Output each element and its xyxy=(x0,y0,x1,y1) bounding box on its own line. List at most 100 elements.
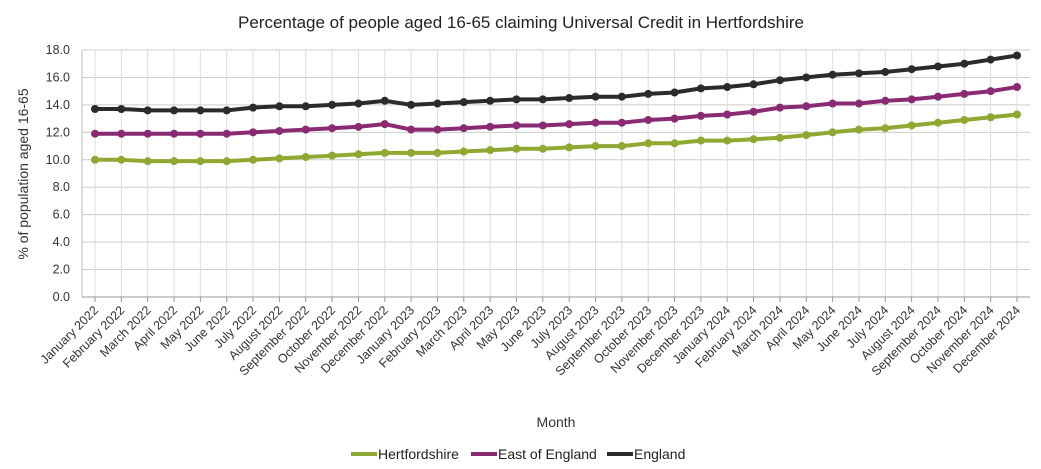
data-point xyxy=(986,55,995,64)
data-point xyxy=(275,154,284,163)
data-point xyxy=(933,62,942,71)
data-point xyxy=(275,126,284,135)
data-point xyxy=(565,120,574,129)
data-point xyxy=(143,106,152,115)
legend-item: East of England xyxy=(471,446,597,462)
data-point xyxy=(828,70,837,79)
data-point xyxy=(538,95,547,104)
data-point xyxy=(907,95,916,104)
data-point xyxy=(828,99,837,108)
data-point xyxy=(354,122,363,131)
series-line xyxy=(93,85,1019,136)
data-point xyxy=(433,99,442,108)
data-point xyxy=(249,103,258,112)
data-point xyxy=(591,118,600,127)
y-tick-label: 4.0 xyxy=(53,235,70,249)
data-point xyxy=(91,129,99,138)
data-point xyxy=(749,107,758,116)
data-point xyxy=(696,136,705,145)
chart-title: Percentage of people aged 16-65 claiming… xyxy=(238,13,804,32)
data-point xyxy=(222,157,231,166)
data-point xyxy=(433,125,442,134)
data-point xyxy=(301,153,310,162)
data-point xyxy=(117,155,126,164)
legend-label: England xyxy=(634,446,685,462)
data-point xyxy=(644,115,653,124)
data-point xyxy=(170,129,179,138)
data-point xyxy=(407,125,416,134)
data-point xyxy=(222,129,231,138)
data-point xyxy=(591,92,600,101)
data-point xyxy=(380,148,389,157)
data-point xyxy=(380,96,389,105)
series-england xyxy=(91,51,1021,115)
data-point xyxy=(512,95,521,104)
data-point xyxy=(617,118,626,127)
grid-lines xyxy=(81,49,1030,298)
y-tick-label: 0.0 xyxy=(53,290,70,304)
data-point xyxy=(170,106,179,115)
series-line xyxy=(93,112,1019,164)
y-tick-label: 10.0 xyxy=(46,153,70,167)
data-point xyxy=(328,124,337,133)
data-point xyxy=(354,99,363,108)
data-point xyxy=(1013,51,1021,60)
data-point xyxy=(802,102,811,111)
data-point xyxy=(249,155,258,164)
data-point xyxy=(91,105,99,114)
data-point xyxy=(565,143,574,152)
data-point xyxy=(222,106,231,115)
y-axis-label: % of population aged 16-65 xyxy=(15,88,31,259)
data-point xyxy=(881,124,890,133)
data-point xyxy=(749,80,758,89)
data-point xyxy=(960,89,969,98)
data-point xyxy=(696,111,705,120)
data-point xyxy=(854,69,863,78)
data-point xyxy=(854,125,863,134)
data-point xyxy=(644,89,653,98)
data-point xyxy=(354,150,363,159)
data-point xyxy=(565,94,574,103)
data-point xyxy=(670,88,679,97)
data-point xyxy=(328,151,337,160)
data-point xyxy=(723,83,732,92)
data-point xyxy=(249,128,258,137)
legend-label: East of England xyxy=(498,446,597,462)
data-point xyxy=(328,100,337,109)
x-axis-label: Month xyxy=(537,414,576,430)
data-point xyxy=(1013,83,1021,92)
legend-item: England xyxy=(607,446,685,462)
data-point xyxy=(143,129,152,138)
data-point xyxy=(933,92,942,101)
y-tick-label: 8.0 xyxy=(53,180,70,194)
data-point xyxy=(538,121,547,130)
data-point xyxy=(670,139,679,148)
data-point xyxy=(196,129,205,138)
data-point xyxy=(196,106,205,115)
series-hertfordshire xyxy=(91,110,1021,166)
data-point xyxy=(117,105,126,114)
data-point xyxy=(459,147,468,156)
data-point xyxy=(802,73,811,82)
data-point xyxy=(407,100,416,109)
data-point xyxy=(407,148,416,157)
data-point xyxy=(802,131,811,140)
data-point xyxy=(512,144,521,153)
data-point xyxy=(486,96,495,105)
data-point xyxy=(486,122,495,131)
data-point xyxy=(696,84,705,93)
data-point xyxy=(986,113,995,122)
data-point xyxy=(301,125,310,134)
data-point xyxy=(486,146,495,155)
data-point xyxy=(301,102,310,111)
data-point xyxy=(1013,110,1021,119)
data-point xyxy=(591,142,600,151)
y-axis-ticks: 0.0 2.0 4.0 6.0 8.0 10.0 12.0 14.0 16.0 18.0 xyxy=(46,43,70,304)
data-point xyxy=(775,133,784,142)
legend: Hertfordshire East of England England xyxy=(351,446,685,462)
data-point xyxy=(986,87,995,96)
data-point xyxy=(881,96,890,105)
data-point xyxy=(617,92,626,101)
y-tick-label: 12.0 xyxy=(46,125,70,139)
